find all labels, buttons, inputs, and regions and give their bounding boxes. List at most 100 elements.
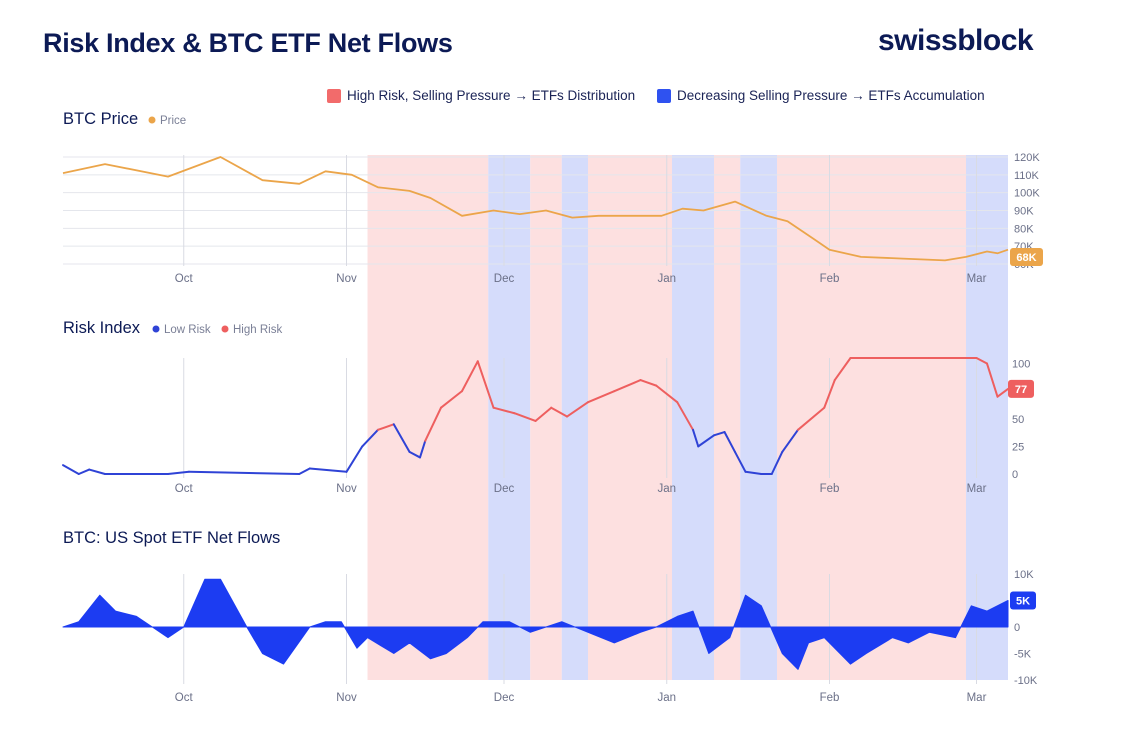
risk-ytick-3: 25 <box>1012 441 1024 453</box>
legend-high-risk-label: High Risk, Selling Pressure → ETFs Distr… <box>347 88 636 103</box>
risk-xtick-2: Dec <box>494 483 515 495</box>
price-current-badge: 68K <box>1010 248 1043 266</box>
price-ytick-2: 100K <box>1014 188 1040 200</box>
flow-xtick-3: Jan <box>657 692 676 704</box>
price-xtick-5: Mar <box>967 273 987 285</box>
price-line <box>62 156 1009 262</box>
risk-ytick-2: 50 <box>1012 414 1024 426</box>
price-xtick-4: Feb <box>820 273 840 285</box>
risk-segment-14 <box>424 406 442 442</box>
risk-segment-2 <box>88 468 106 475</box>
risk-segment-39 <box>833 357 852 382</box>
flow-panel-title: BTC: US Spot ETF Net Flows <box>63 529 280 547</box>
risk-legend-low-label: Low Risk <box>164 324 211 336</box>
risk-segment-7 <box>308 467 348 473</box>
brand-logo: swissblock <box>878 24 1034 57</box>
risk-segment-23 <box>587 390 616 404</box>
band-high-8 <box>777 155 966 680</box>
risk-panel-title: Risk Index <box>63 319 141 337</box>
flow-ytick-4: -10K <box>1014 675 1038 687</box>
flow-xtick-4: Feb <box>820 692 840 704</box>
flow-area <box>62 578 1009 670</box>
price-panel-title: BTC Price <box>63 110 138 128</box>
risk-segment-9 <box>361 428 379 448</box>
risk-segment-17 <box>476 360 495 409</box>
legend-low-risk: Decreasing Selling Pressure → ETFs Accum… <box>657 88 985 103</box>
risk-segment-37 <box>797 406 826 431</box>
risk-segment-0 <box>62 464 80 475</box>
risk-segment-5 <box>188 470 301 475</box>
risk-legend-low-dot <box>152 325 160 333</box>
risk-segment-46 <box>996 387 1009 398</box>
risk-segment-44 <box>975 357 988 365</box>
flow-xtick-0: Oct <box>175 692 194 704</box>
band-low-9 <box>966 155 1008 680</box>
risk-segment-33 <box>744 470 763 475</box>
band-low-5 <box>672 155 714 680</box>
flow-ytick-3: -5K <box>1014 649 1032 661</box>
risk-segment-12 <box>408 450 421 459</box>
risk-segment-13 <box>419 439 427 459</box>
low-risk-swatch <box>657 88 671 103</box>
risk-segment-4 <box>167 470 190 475</box>
page-title: Risk Index & BTC ETF Net Flows <box>43 28 453 58</box>
flow-ytick-2: 0 <box>1014 622 1020 634</box>
price-ytick-4: 80K <box>1014 223 1034 235</box>
high-risk-swatch <box>327 88 341 103</box>
risk-segment-29 <box>697 434 715 448</box>
risk-ytick-4: 0 <box>1012 469 1018 481</box>
flow-xtick-1: Nov <box>336 692 357 704</box>
risk-segment-19 <box>513 412 537 422</box>
price-ytick-0: 120K <box>1014 152 1040 164</box>
band-high-0 <box>367 155 489 680</box>
risk-segment-25 <box>639 379 658 387</box>
risk-segment-8 <box>345 445 364 473</box>
risk-segment-24 <box>613 379 642 393</box>
band-high-2 <box>530 155 562 680</box>
risk-segment-18 <box>492 406 516 415</box>
band-high-4 <box>588 155 672 680</box>
risk-current-badge: 77 <box>1008 379 1034 398</box>
risk-segment-10 <box>377 423 395 431</box>
price-legend-dot <box>148 116 156 124</box>
risk-xtick-5: Mar <box>967 483 987 495</box>
risk-xtick-0: Oct <box>175 483 194 495</box>
risk-segment-32 <box>734 450 747 473</box>
risk-current-badge-text: 77 <box>1015 384 1027 396</box>
price-xtick-2: Dec <box>494 273 515 285</box>
price-xtick-0: Oct <box>175 273 194 285</box>
price-xtick-3: Jan <box>657 273 676 285</box>
price-ytick-1: 110K <box>1014 170 1040 182</box>
risk-segment-38 <box>823 379 836 409</box>
price-current-badge-bg <box>1010 248 1043 266</box>
band-low-3 <box>561 155 588 680</box>
risk-segment-11 <box>392 423 411 453</box>
flow-current-badge-text: 5K <box>1016 596 1030 608</box>
risk-ytick-0: 100 <box>1012 359 1030 371</box>
flow-xtick-2: Dec <box>494 692 515 704</box>
risk-segment-22 <box>566 401 589 418</box>
flow-ytick-0: 10K <box>1014 569 1034 581</box>
price-xtick-1: Nov <box>336 273 357 285</box>
risk-segment-45 <box>986 362 999 398</box>
risk-segment-30 <box>713 431 726 437</box>
risk-segment-20 <box>534 406 553 422</box>
risk-segment-31 <box>723 431 736 453</box>
price-legend-label: Price <box>160 115 186 127</box>
risk-segment-36 <box>781 428 799 453</box>
risk-current-badge-bg <box>1008 379 1034 398</box>
risk-legend-high-label: High Risk <box>233 324 282 336</box>
legend-low-risk-label: Decreasing Selling Pressure → ETFs Accum… <box>677 88 985 103</box>
flow-current-badge-bg <box>1010 591 1036 610</box>
price-ytick-3: 90K <box>1014 206 1034 218</box>
flow-xtick-5: Mar <box>967 692 987 704</box>
risk-segment-6 <box>298 467 311 475</box>
flow-current-badge: 5K <box>1010 591 1036 610</box>
price-current-badge-text: 68K <box>1016 252 1036 264</box>
risk-xtick-4: Feb <box>820 483 840 495</box>
risk-segment-27 <box>676 401 694 431</box>
risk-segment-26 <box>655 384 679 404</box>
risk-segment-1 <box>77 468 91 475</box>
risk-legend-high-dot <box>221 325 229 333</box>
